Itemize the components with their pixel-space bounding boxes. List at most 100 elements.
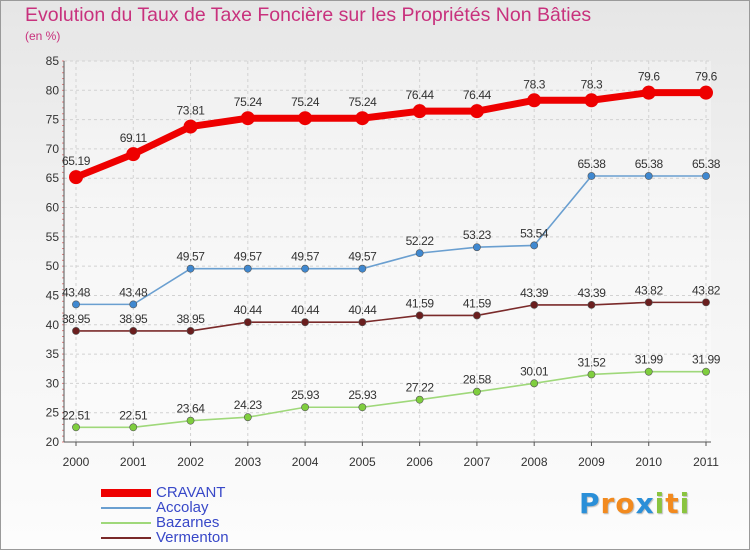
- series-cravant: [69, 85, 713, 185]
- x-tick-label: 2000: [63, 455, 90, 469]
- data-label: 79.6: [638, 70, 660, 84]
- y-tick-label: 55: [46, 230, 60, 244]
- data-point: [358, 318, 367, 327]
- series-line: [72, 89, 710, 181]
- legend-label: Vermenton: [156, 529, 229, 546]
- data-point: [644, 298, 653, 307]
- data-label: 49.57: [177, 250, 206, 264]
- x-tick-label: 2002: [177, 455, 204, 469]
- legend-label: Bazarnes: [156, 514, 220, 531]
- data-point: [530, 241, 539, 250]
- legend-swatch: [101, 506, 151, 509]
- logo-letter: t: [665, 487, 680, 520]
- data-label: 69.11: [120, 131, 148, 145]
- data-label: 22.51: [62, 408, 91, 422]
- series-vermenton: [72, 298, 710, 335]
- x-tick-label: 2008: [521, 455, 548, 469]
- gridlines: [64, 60, 711, 443]
- data-point: [358, 403, 367, 412]
- x-tick-label: 2009: [578, 455, 605, 469]
- data-label: 27.22: [406, 381, 435, 395]
- data-point: [473, 311, 481, 320]
- data-label: 43.39: [520, 286, 549, 300]
- data-label: 49.57: [291, 250, 320, 264]
- data-point: [644, 172, 653, 180]
- data-label: 22.51: [119, 408, 148, 422]
- data-label: 31.99: [635, 353, 664, 367]
- data-point: [644, 367, 653, 376]
- data-label: 65.19: [62, 154, 91, 168]
- data-label: 65.38: [692, 157, 721, 171]
- data-point: [702, 172, 710, 180]
- data-label: 30.01: [520, 364, 549, 378]
- data-label: 78.3: [523, 77, 545, 91]
- data-label: 65.38: [577, 157, 606, 171]
- y-tick-label: 70: [46, 142, 60, 156]
- logo-letter: x: [635, 487, 655, 520]
- y-tick-label: 20: [46, 435, 60, 449]
- legend-item-vermenton: Vermenton: [101, 530, 229, 545]
- x-tick-label: 2003: [234, 455, 261, 469]
- data-label: 28.58: [463, 373, 492, 387]
- y-tick-label: 25: [46, 406, 60, 420]
- data-label: 40.44: [348, 303, 377, 317]
- data-label: 43.48: [119, 285, 148, 299]
- data-point: [587, 300, 596, 309]
- logo-letter: o: [615, 487, 636, 520]
- legend-item-cravant: CRAVANT: [101, 485, 229, 500]
- y-tick-label: 35: [46, 347, 60, 361]
- data-label: 23.64: [177, 402, 206, 416]
- data-label: 76.44: [406, 88, 435, 102]
- data-label: 43.82: [635, 283, 664, 297]
- data-label: 41.59: [406, 296, 435, 310]
- data-label: 52.22: [406, 234, 435, 248]
- data-label: 31.99: [692, 353, 721, 367]
- y-tick-label: 65: [46, 171, 60, 185]
- data-point: [530, 300, 539, 309]
- data-label: 75.24: [348, 95, 377, 109]
- data-point: [243, 264, 252, 273]
- data-point: [415, 395, 424, 404]
- data-label: 43.82: [692, 283, 721, 297]
- x-tick-label: 2001: [120, 455, 147, 469]
- data-label: 53.23: [463, 228, 492, 242]
- data-point: [126, 147, 141, 162]
- legend-label: CRAVANT: [156, 484, 226, 501]
- data-label: 43.39: [577, 286, 606, 300]
- data-label: 38.95: [62, 312, 91, 326]
- data-point: [412, 104, 427, 119]
- legend-item-bazarnes: Bazarnes: [101, 515, 229, 530]
- y-tick-label: 40: [46, 318, 60, 332]
- data-point: [186, 327, 195, 335]
- data-label: 40.44: [291, 303, 320, 317]
- data-point: [358, 264, 367, 273]
- data-label: 73.81: [177, 104, 206, 118]
- data-point: [530, 379, 539, 388]
- data-point: [641, 85, 656, 100]
- data-label: 31.52: [577, 355, 606, 369]
- data-point: [72, 300, 80, 309]
- data-label: 75.24: [234, 95, 263, 109]
- data-point: [699, 85, 713, 100]
- data-point: [129, 423, 138, 432]
- data-point: [473, 243, 481, 252]
- logo-letter: r: [600, 487, 616, 520]
- data-point: [473, 387, 481, 396]
- chart-title: Evolution du Taux de Taxe Foncière sur l…: [25, 4, 592, 26]
- data-point: [702, 367, 710, 376]
- data-point: [129, 300, 138, 309]
- data-point: [527, 93, 542, 108]
- legend-item-accolay: Accolay: [101, 500, 229, 515]
- data-labels: 65.19 69.11 73.81 75.24 75.24 75.24 76.44 76.44…: [62, 70, 721, 423]
- data-point: [72, 423, 80, 432]
- logo-letter: i: [679, 487, 691, 520]
- data-label: 65.38: [635, 157, 664, 171]
- logo-letter: i: [654, 487, 666, 520]
- data-point: [240, 111, 255, 126]
- y-tick-label: 45: [46, 288, 60, 302]
- data-point: [69, 170, 83, 185]
- plot-area: [64, 61, 711, 442]
- data-label: 49.57: [348, 250, 377, 264]
- x-tick-label: 2005: [349, 455, 376, 469]
